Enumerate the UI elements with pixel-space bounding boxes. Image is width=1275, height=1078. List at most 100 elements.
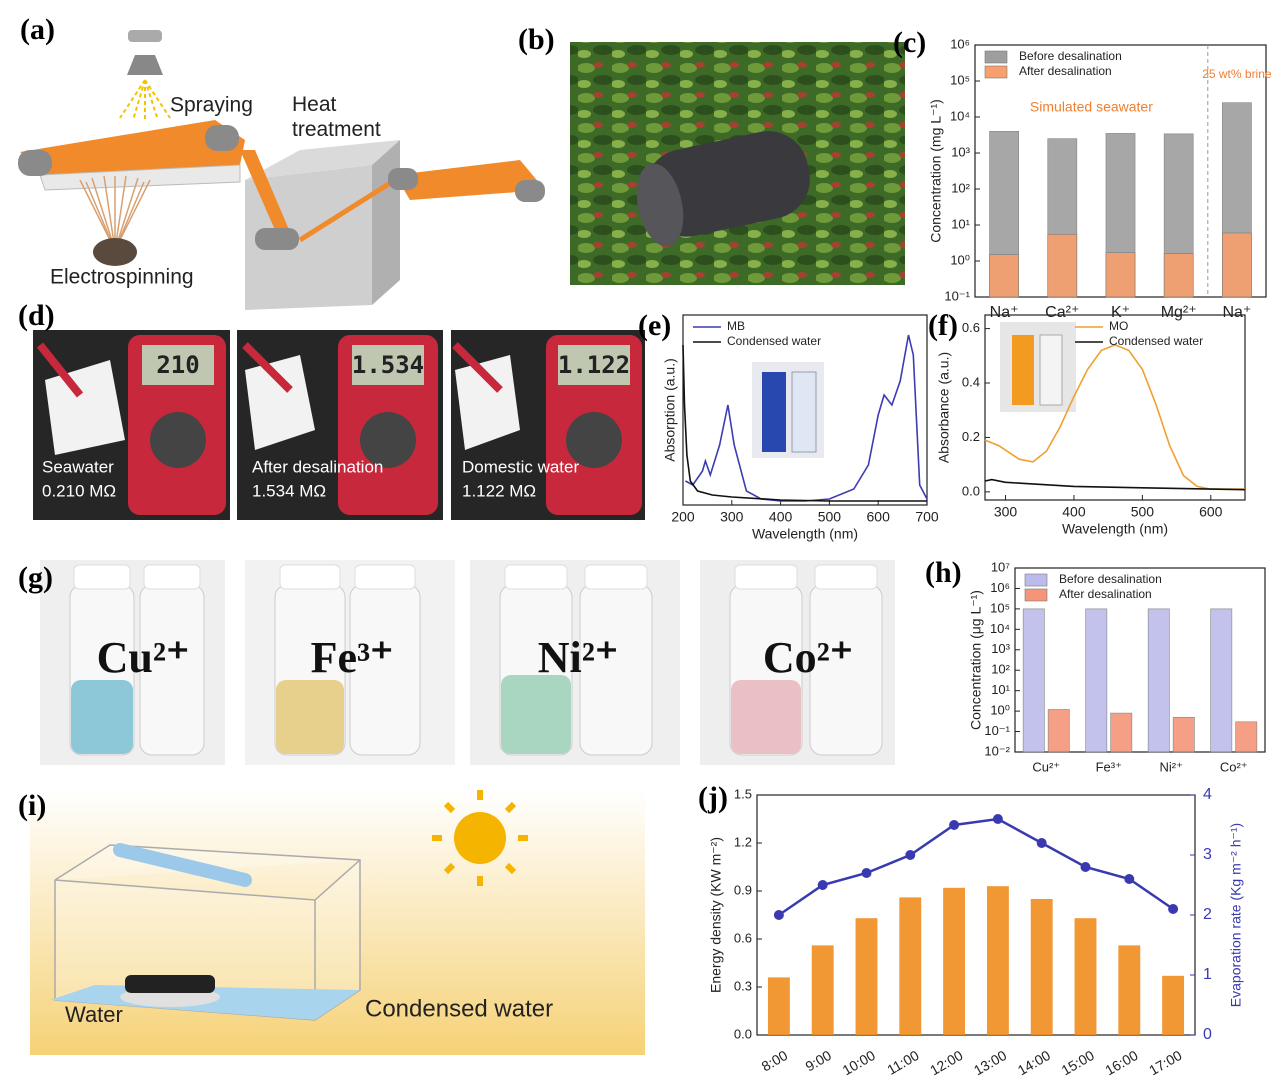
inset-photo-part <box>791 371 817 453</box>
legend-label: Before desalination <box>1019 49 1122 63</box>
bar <box>1235 721 1258 753</box>
x-tick-label: 8:00 <box>759 1047 791 1075</box>
bar <box>1074 918 1097 1035</box>
photo-vials-part <box>276 680 344 754</box>
y-tick-label: 10⁵ <box>950 72 970 87</box>
schematic-part <box>79 175 151 251</box>
x-tick-label: 700 <box>915 509 939 525</box>
line-series <box>984 344 1245 490</box>
meter-resistance: 1.534 MΩ <box>252 481 326 500</box>
device-diagram-part <box>432 790 528 886</box>
y-tick-label: 10⁶ <box>950 36 970 51</box>
y-tick-label: 1.2 <box>734 834 752 849</box>
schematic-part <box>20 120 245 175</box>
schematic-part <box>39 164 241 191</box>
y-tick-label: 0.9 <box>734 882 752 897</box>
panel-label: (d) <box>18 299 55 332</box>
y2-tick-label: 4 <box>1203 786 1212 803</box>
schematic <box>18 30 545 310</box>
schematic-label: Spraying <box>170 94 253 117</box>
photo-vials-part-part <box>143 564 201 590</box>
x-tick-label: 11:00 <box>884 1047 922 1078</box>
annotation: Simulated seawater <box>1030 99 1153 115</box>
line-series <box>682 344 927 502</box>
panel-label: (g) <box>18 561 53 594</box>
legend-label: MO <box>1109 319 1128 333</box>
photo-vials-part-part <box>814 564 878 590</box>
line-marker <box>817 880 828 890</box>
y-tick-label: 10⁷ <box>991 559 1010 574</box>
schematic-part <box>298 177 397 243</box>
line-marker <box>1036 838 1047 848</box>
device-diagram-part <box>125 975 215 993</box>
legend-swatch <box>1024 573 1048 587</box>
x-tick-label: 9:00 <box>802 1047 834 1075</box>
bar <box>811 945 834 1035</box>
device-label: Condensed water <box>365 995 553 1022</box>
photo-meters-part <box>245 355 315 450</box>
inset-photo-part <box>1012 335 1034 405</box>
photo-meters-part <box>150 412 206 468</box>
panel-label: (h) <box>925 556 962 589</box>
photo-vials-part <box>731 680 801 754</box>
y-axis-label: Energy density (KW m⁻²) <box>708 837 724 993</box>
ion-label: Co²⁺ <box>763 633 853 682</box>
line-marker <box>905 850 916 860</box>
y-tick-label: 0.0 <box>734 1026 752 1041</box>
x-tick-label: Co²⁺ <box>1220 759 1248 774</box>
x-tick-label: Na⁺ <box>1222 304 1251 321</box>
y2-axis-label: Evaporation rate (Kg m⁻² h⁻¹) <box>1228 823 1244 1007</box>
bar <box>1147 608 1170 753</box>
y-tick-label: 10⁶ <box>990 580 1010 595</box>
line-marker <box>949 820 960 830</box>
bar <box>943 887 966 1035</box>
bar <box>855 918 878 1035</box>
bar <box>1210 608 1233 753</box>
x-tick-label: 600 <box>1199 504 1223 520</box>
panel-label: (e) <box>638 309 671 342</box>
schematic-part <box>93 238 137 266</box>
ion-label: Fe³⁺ <box>311 633 394 682</box>
y-tick-label: 10¹ <box>951 216 970 231</box>
meter-resistance: 1.122 MΩ <box>462 481 536 500</box>
panel-label: (b) <box>518 23 555 56</box>
bar <box>1047 709 1070 753</box>
photo-meters-part <box>352 345 424 385</box>
x-tick-label: 300 <box>720 509 744 525</box>
y-tick-label: 10³ <box>951 144 970 159</box>
x-tick-label: 500 <box>818 509 842 525</box>
inset-photo-part <box>1039 334 1063 406</box>
y2-tick-label: 1 <box>1203 966 1212 983</box>
schematic-part <box>395 160 545 200</box>
x-tick-label: 200 <box>671 509 695 525</box>
bar <box>989 254 1019 298</box>
device-label: Water <box>65 1002 123 1027</box>
bar <box>1047 234 1078 298</box>
y-axis-label: Absorption (a.u.) <box>662 358 678 462</box>
bar <box>1030 899 1053 1035</box>
line-marker <box>1124 874 1135 884</box>
y-tick-label: 10³ <box>991 641 1010 656</box>
y2-tick-label: 0 <box>1203 1026 1212 1043</box>
y2-tick-label: 3 <box>1203 846 1212 863</box>
line-series <box>778 817 1174 917</box>
y-tick-label: 0.4 <box>962 374 980 389</box>
panel-label: (j) <box>698 781 728 814</box>
meter-label: After desalination <box>252 457 383 476</box>
legend-label: After desalination <box>1019 64 1112 78</box>
y-tick-label: 10² <box>991 662 1010 677</box>
photo-vials-part-part <box>354 564 416 590</box>
meter-display: 1.122 <box>558 351 630 379</box>
y-axis-label: Concentration (mg L⁻¹) <box>928 99 944 243</box>
annotation: 25 wt% brine <box>1202 67 1272 81</box>
x-tick-label: 17:00 <box>1146 1047 1185 1078</box>
y-tick-label: 10⁰ <box>950 252 970 267</box>
photo-membrane-part <box>636 163 684 247</box>
x-tick-label: 14:00 <box>1015 1047 1054 1078</box>
photo-membrane-part <box>645 131 810 237</box>
inset-photo-part <box>762 372 786 452</box>
x-tick-label: 10:00 <box>840 1047 879 1078</box>
photo-meters <box>33 330 645 520</box>
device-diagram-part <box>113 843 252 887</box>
